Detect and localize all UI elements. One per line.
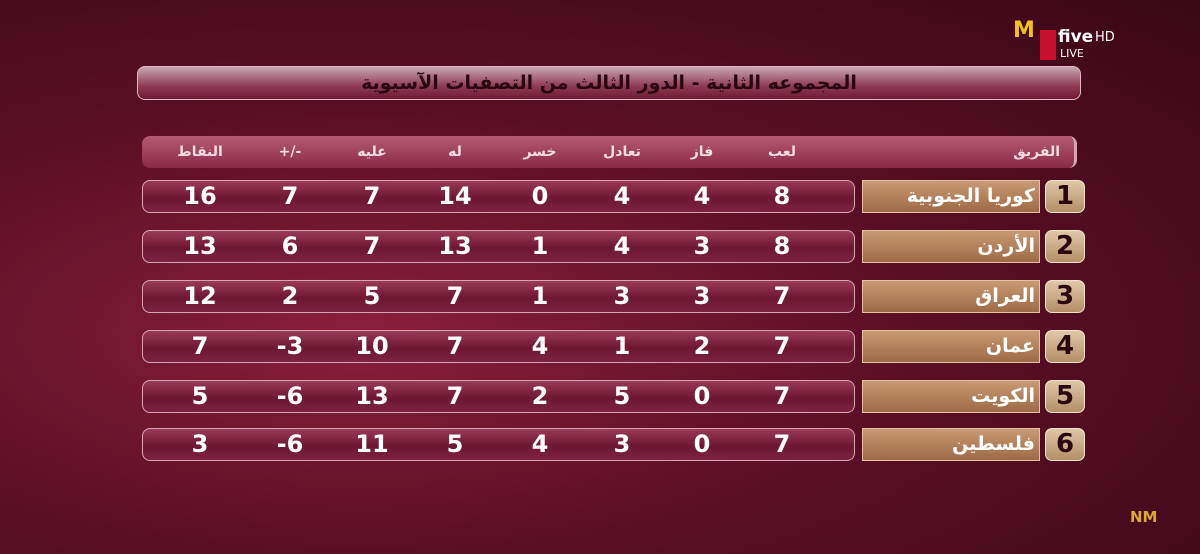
team-box <box>862 280 1040 313</box>
stat-cell: 14 <box>438 182 472 210</box>
stat-cell: 7 <box>446 332 464 360</box>
stat-cell: 5 <box>363 282 381 310</box>
row-stats-bg <box>142 330 855 363</box>
stat-cell: 13 <box>438 232 472 260</box>
stat-cell: -3 <box>276 332 304 360</box>
stat-cell: 1 <box>531 282 549 310</box>
channel-name: five <box>1058 27 1094 47</box>
rank: 5 <box>1055 381 1075 411</box>
rank-box <box>1045 330 1085 363</box>
title-bar <box>137 66 1081 100</box>
row-stats-bg <box>142 280 855 313</box>
header-bar <box>142 136 1077 168</box>
column-header: له <box>448 144 462 160</box>
column-header: عليه <box>357 144 387 160</box>
stat-cell: 3 <box>693 232 711 260</box>
stat-cell: 3 <box>191 430 209 458</box>
stat-cell: 13 <box>355 382 389 410</box>
rank-box <box>1045 230 1085 263</box>
stat-cell: 7 <box>191 332 209 360</box>
rank: 2 <box>1055 231 1075 261</box>
team-box <box>862 428 1040 461</box>
stat-cell: 4 <box>613 182 631 210</box>
rank: 3 <box>1055 281 1075 311</box>
rank-box <box>1045 380 1085 413</box>
team-box <box>862 380 1040 413</box>
team-name: الكويت <box>971 385 1035 407</box>
stat-cell: 7 <box>363 182 381 210</box>
logo-block <box>1040 30 1056 60</box>
stat-cell: 1 <box>531 232 549 260</box>
stat-cell: 7 <box>773 382 791 410</box>
stat-cell: 7 <box>773 332 791 360</box>
stat-cell: 4 <box>613 232 631 260</box>
stat-cell: 7 <box>773 282 791 310</box>
rank: 6 <box>1055 429 1075 459</box>
column-header: خسر <box>523 144 557 160</box>
row-stats-bg <box>142 428 855 461</box>
stat-cell: 4 <box>531 332 549 360</box>
stat-cell: 0 <box>531 182 549 210</box>
stat-cell: 7 <box>773 430 791 458</box>
stat-cell: 3 <box>613 282 631 310</box>
row-stats-bg <box>142 380 855 413</box>
column-header: +/- <box>278 144 302 160</box>
team-name: الأردن <box>977 235 1035 257</box>
stat-cell: 11 <box>355 430 389 458</box>
column-header: النقاط <box>177 144 223 160</box>
stat-cell: 0 <box>693 382 711 410</box>
stat-cell: 8 <box>773 182 791 210</box>
stat-cell: 16 <box>183 182 217 210</box>
row-stats-bg <box>142 180 855 213</box>
stat-cell: 7 <box>446 382 464 410</box>
stat-cell: 3 <box>613 430 631 458</box>
column-header: تعادل <box>603 144 641 160</box>
stat-cell: 2 <box>281 282 299 310</box>
stat-cell: 8 <box>773 232 791 260</box>
stat-cell: 5 <box>613 382 631 410</box>
stat-cell: 13 <box>183 232 217 260</box>
stat-cell: 7 <box>363 232 381 260</box>
rank-box <box>1045 428 1085 461</box>
row-stats-bg <box>142 230 855 263</box>
stat-cell: 4 <box>693 182 711 210</box>
team-box <box>862 230 1040 263</box>
stat-cell: 0 <box>693 430 711 458</box>
stat-cell: 1 <box>613 332 631 360</box>
rank-box <box>1045 180 1085 213</box>
stat-cell: -6 <box>276 382 304 410</box>
team-name: كوريا الجنوبية <box>906 185 1035 207</box>
team-box <box>862 330 1040 363</box>
stat-cell: 2 <box>693 332 711 360</box>
stat-cell: 4 <box>531 430 549 458</box>
corner-logo: NM <box>1130 508 1158 526</box>
stat-cell: 12 <box>183 282 217 310</box>
quality-label: HD <box>1095 30 1115 45</box>
team-box <box>862 180 1040 213</box>
title: المجموعه الثانية - الدور الثالث من التصف… <box>361 72 857 94</box>
team-name: فلسطين <box>952 433 1035 455</box>
stat-cell: -6 <box>276 430 304 458</box>
stat-cell: 7 <box>281 182 299 210</box>
stat-cell: 5 <box>446 430 464 458</box>
stat-cell: 10 <box>355 332 389 360</box>
rank: 1 <box>1055 181 1075 211</box>
team-name: عمان <box>985 335 1035 357</box>
column-header: الفريق <box>1013 144 1060 160</box>
column-header: لعب <box>768 144 796 160</box>
stat-cell: 2 <box>531 382 549 410</box>
stat-cell: 5 <box>191 382 209 410</box>
team-name: العراق <box>975 285 1035 307</box>
rank-box <box>1045 280 1085 313</box>
column-header: فاز <box>690 144 714 160</box>
brand-logo: M <box>1013 18 1035 43</box>
rank: 4 <box>1055 331 1075 361</box>
stat-cell: 3 <box>693 282 711 310</box>
stat-cell: 7 <box>446 282 464 310</box>
live-label: LIVE <box>1060 47 1084 60</box>
stat-cell: 6 <box>281 232 299 260</box>
